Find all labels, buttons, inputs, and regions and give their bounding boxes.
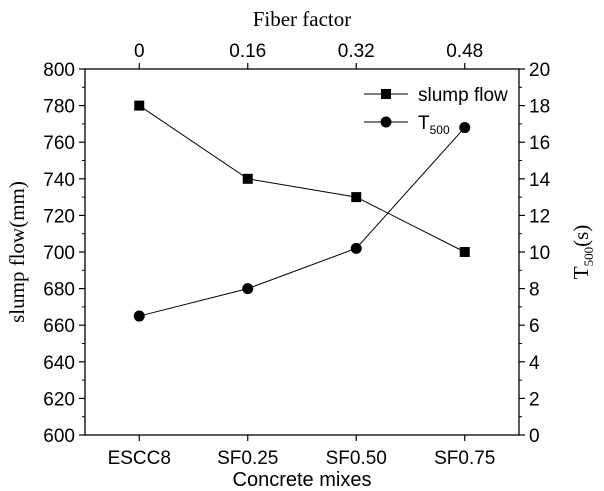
data-point-t500 xyxy=(133,310,145,322)
data-point-slump-flow xyxy=(242,173,253,184)
y-axis-title-right: T500(s) xyxy=(569,225,596,280)
y-left-tick-label: 760 xyxy=(43,133,75,154)
y-left-tick-label: 740 xyxy=(43,170,75,191)
data-point-t500 xyxy=(459,122,471,134)
x-top-tick-label: 0.48 xyxy=(446,41,483,62)
y-axis-title-right-main: T xyxy=(569,266,593,279)
y-right-tick-label: 12 xyxy=(529,206,550,227)
x-top-tick-label: 0.32 xyxy=(338,41,375,62)
top-axis-title: Fiber factor xyxy=(253,7,352,31)
x-bottom-tick-label: SF0.50 xyxy=(326,448,387,469)
y-axis-title-right-sub: 500 xyxy=(581,247,596,267)
legend-entry-t500: T500 xyxy=(364,113,450,137)
y-left-tick-label: 700 xyxy=(43,243,75,264)
y-axis-title-left: slump flow(mm) xyxy=(5,181,29,323)
legend-label-slump-flow: slump flow xyxy=(418,85,508,106)
lines-layer xyxy=(138,105,466,317)
y-left-tick-label: 660 xyxy=(43,316,75,337)
y-left-tick-label: 600 xyxy=(43,426,75,447)
legend-label-t500-main: T xyxy=(418,113,430,134)
y-right-tick-label: 16 xyxy=(529,133,550,154)
x-bottom-tick-label: ESCC8 xyxy=(108,448,171,469)
x-bottom-tick-label: SF0.25 xyxy=(217,448,278,469)
markers-layer xyxy=(133,100,471,322)
legend-marker-circle xyxy=(380,116,392,128)
y-right-tick-label: 10 xyxy=(529,243,550,264)
y-axis-title-right-unit: (s) xyxy=(569,225,593,247)
y-left-tick-label: 800 xyxy=(43,60,75,81)
data-point-slump-flow xyxy=(134,100,145,111)
y-left-tick-label: 780 xyxy=(43,97,75,118)
legend-entry-slump-flow: slump flow xyxy=(364,85,508,106)
y-right-tick-label: 0 xyxy=(529,426,540,447)
legend-label-t500: T500 xyxy=(418,113,450,137)
y-right-tick-label: 18 xyxy=(529,97,550,118)
series-line-t500 xyxy=(139,127,466,317)
data-point-t500 xyxy=(350,242,362,254)
data-point-slump-flow xyxy=(351,192,362,203)
x-bottom-tick-label: SF0.75 xyxy=(434,448,495,469)
y-right-tick-label: 14 xyxy=(529,170,551,191)
y-right-tick-label: 6 xyxy=(529,316,540,337)
data-point-slump-flow xyxy=(459,247,470,257)
data-point-t500 xyxy=(242,283,254,295)
legend: slump flow T500 xyxy=(364,85,508,137)
series-line-slump-flow xyxy=(138,105,465,253)
plot-frame xyxy=(84,68,520,436)
y-right-tick-label: 2 xyxy=(529,389,540,410)
x-axis-title: Concrete mixes xyxy=(233,469,372,491)
y-right-tick-label: 20 xyxy=(529,60,550,81)
x-top-tick-label: 0.16 xyxy=(229,41,266,62)
legend-label-t500-sub: 500 xyxy=(430,123,450,137)
y-right-tick-label: 4 xyxy=(529,353,540,374)
x-top-tick-label: 0 xyxy=(134,41,145,62)
ticks-layer: 600 620 640 660 680 700 720 740 760 780 800 0 2 4 6 8 10… xyxy=(43,41,550,469)
y-right-tick-label: 8 xyxy=(529,280,540,301)
y-left-tick-label: 680 xyxy=(43,280,75,301)
y-left-tick-label: 620 xyxy=(43,389,75,410)
y-left-tick-label: 640 xyxy=(43,353,75,374)
y-left-tick-label: 720 xyxy=(43,206,75,227)
legend-marker-square xyxy=(381,89,391,99)
